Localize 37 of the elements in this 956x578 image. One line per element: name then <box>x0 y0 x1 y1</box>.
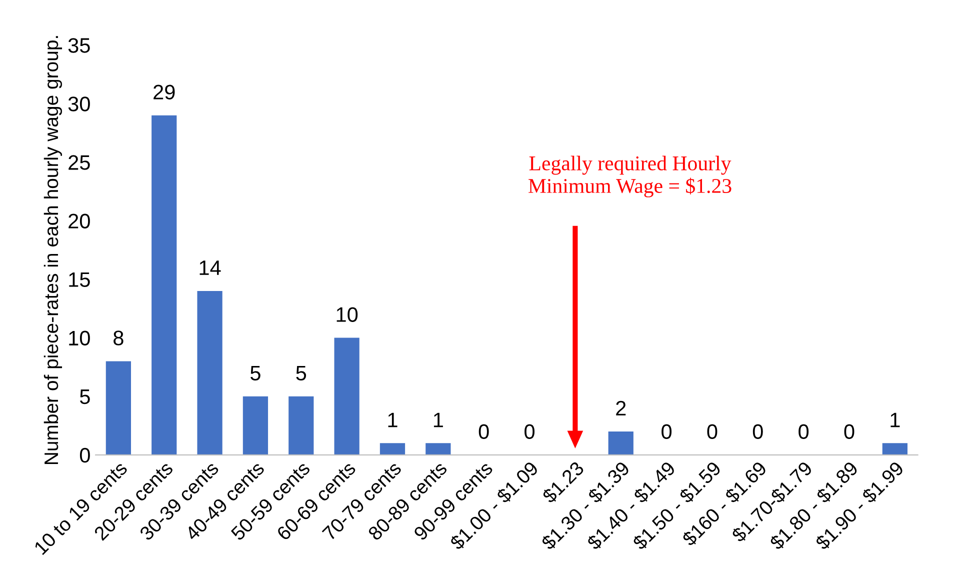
y-tick-label: 0 <box>80 448 90 463</box>
bar <box>197 290 222 455</box>
data-label: 0 <box>844 424 854 440</box>
data-label: 0 <box>662 424 672 440</box>
bar <box>106 361 131 455</box>
y-tick-label: 15 <box>69 272 90 288</box>
y-tick-label: 10 <box>69 330 90 346</box>
data-label: 2 <box>616 400 626 416</box>
data-label: 1 <box>388 412 398 428</box>
bar <box>242 396 268 455</box>
data-label: 10 <box>336 307 358 322</box>
data-label: 0 <box>707 424 718 440</box>
data-label: 0 <box>752 424 763 440</box>
y-tick-label: 35 <box>68 38 90 53</box>
y-tick-label: 25 <box>68 155 90 170</box>
data-label: 29 <box>154 84 175 100</box>
data-label: 1 <box>890 412 900 428</box>
data-label: 0 <box>478 424 489 440</box>
data-label: 1 <box>434 412 443 428</box>
y-axis-title: Number of piece-rates in each hourly wage group. <box>44 36 62 464</box>
data-label: 5 <box>250 366 260 381</box>
y-tick-label: 20 <box>68 214 90 228</box>
bar <box>882 443 908 455</box>
data-label: 8 <box>114 330 124 346</box>
bar <box>380 443 406 455</box>
bar <box>608 431 634 455</box>
annotation: Legally required Hourly Minimum Wage = $1.23 <box>528 156 732 198</box>
data-label: 0 <box>524 424 534 440</box>
data-label: 0 <box>798 424 809 440</box>
bar <box>426 443 451 455</box>
bar <box>152 115 177 455</box>
data-label: 14 <box>200 260 221 275</box>
bar <box>334 338 360 455</box>
bar <box>288 396 314 455</box>
y-tick-label: 30 <box>68 96 90 112</box>
y-tick-label: 5 <box>80 390 90 404</box>
data-label: 5 <box>296 366 306 381</box>
